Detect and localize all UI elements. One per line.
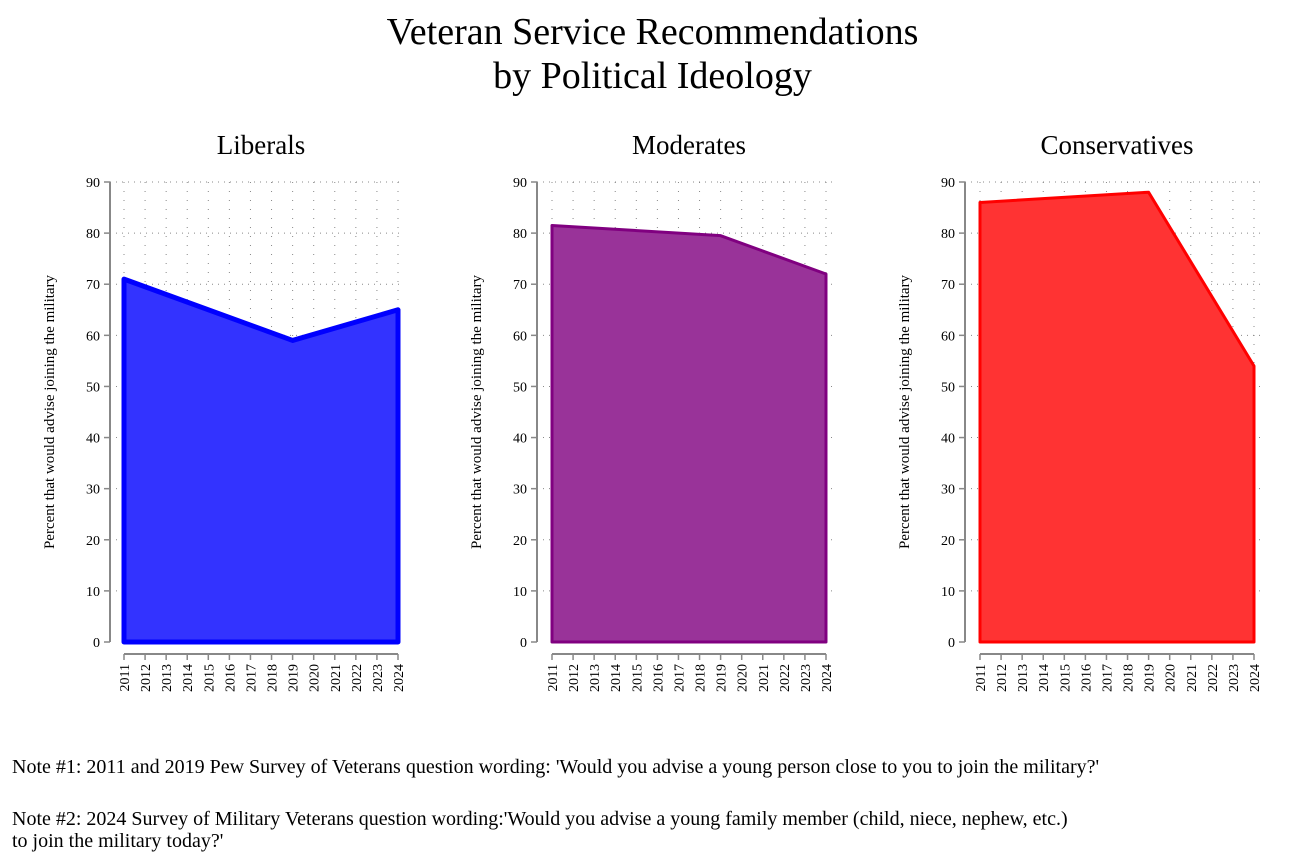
y-tick-label: 20 (513, 534, 527, 549)
panel-title: Liberals (217, 130, 305, 160)
y-tick-label: 10 (86, 585, 100, 600)
x-tick-label: 2018 (694, 664, 709, 692)
x-tick-label: 2011 (118, 664, 133, 691)
y-tick-label: 60 (941, 329, 955, 344)
x-tick-label: 2022 (350, 664, 365, 692)
x-tick-label: 2021 (1185, 664, 1200, 692)
y-tick-label: 70 (86, 278, 100, 293)
x-tick-label: 2020 (1164, 664, 1179, 692)
panel-conservatives: Conservatives 0 10 20 30 40 50 60 70 80 90 2011 2012… (897, 130, 1263, 692)
y-tick-label: 60 (86, 329, 100, 344)
y-tick-label: 0 (520, 636, 527, 651)
panel-moderates: Moderates 0 10 20 30 40 50 60 70 80 90 2011 2012 2013… (469, 130, 835, 692)
y-tick-label: 40 (941, 432, 955, 447)
x-tick-label: 2018 (266, 664, 281, 692)
x-tick-label: 2016 (651, 664, 666, 692)
x-tick-label: 2019 (715, 664, 730, 692)
y-tick-label: 10 (513, 585, 527, 600)
note-1: Note #1: 2011 and 2019 Pew Survey of Vet… (12, 756, 1100, 778)
x-tick-label: 2021 (757, 664, 772, 692)
x-tick-label: 2019 (1143, 664, 1158, 692)
x-tick-label: 2023 (799, 664, 814, 692)
y-tick-label: 50 (941, 380, 955, 395)
y-tick-label: 70 (941, 278, 955, 293)
x-tick-label: 2013 (588, 664, 603, 692)
x-tick-label: 2023 (371, 664, 386, 692)
x-tick-label: 2023 (1227, 664, 1242, 692)
y-tick-label: 90 (941, 176, 955, 191)
title-line-2: by Political Ideology (493, 55, 812, 97)
y-tick-label: 80 (513, 227, 527, 242)
x-tick-label: 2013 (160, 664, 175, 692)
x-tick-label: 2012 (995, 664, 1010, 692)
x-tick-label: 2021 (329, 664, 344, 692)
panel-title: Conservatives (1041, 130, 1194, 160)
x-tick-label: 2015 (1058, 664, 1073, 692)
x-tick-label: 2019 (287, 664, 302, 692)
x-tick-label: 2018 (1122, 664, 1137, 692)
y-tick-label: 10 (941, 585, 955, 600)
area-series (550, 223, 828, 644)
y-tick-label: 50 (86, 380, 100, 395)
y-axis-label: Percent that would advise joining the mi… (42, 274, 58, 549)
chart-title: Veteran Service Recommendations by Polit… (0, 10, 1305, 98)
title-line-1: Veteran Service Recommendations (386, 11, 919, 53)
y-tick-label: 50 (513, 380, 527, 395)
note-2b: to join the military today?' (12, 830, 224, 852)
x-tick-label: 2015 (630, 664, 645, 692)
y-tick-label: 40 (86, 432, 100, 447)
y-tick-label: 0 (948, 636, 955, 651)
x-tick-label: 2024 (1248, 664, 1263, 692)
panel-liberals: Liberals 0 10 20 30 40 50 60 70 80 90 2011 2012 2013 2… (42, 130, 407, 692)
area-series (121, 276, 401, 645)
y-axis-label: Percent that would advise joining the mi… (897, 274, 913, 549)
y-axis-label: Percent that would advise joining the mi… (469, 274, 485, 549)
y-tick-label: 40 (513, 432, 527, 447)
x-tick-label: 2024 (392, 664, 407, 692)
y-tick-label: 30 (86, 483, 100, 498)
x-tick-label: 2015 (202, 664, 217, 692)
y-tick-label: 80 (941, 227, 955, 242)
x-tick-label: 2017 (1100, 664, 1115, 692)
y-tick-label: 70 (513, 278, 527, 293)
x-tick-label: 2011 (974, 664, 989, 691)
x-tick-label: 2016 (223, 664, 238, 692)
y-tick-label: 90 (86, 176, 100, 191)
area-series (978, 190, 1256, 644)
panel-title: Moderates (632, 130, 746, 160)
x-tick-label: 2012 (139, 664, 154, 692)
x-tick-label: 2014 (181, 664, 196, 692)
x-tick-label: 2014 (609, 664, 624, 692)
y-tick-label: 20 (941, 534, 955, 549)
y-tick-label: 30 (941, 483, 955, 498)
x-tick-label: 2012 (567, 664, 582, 692)
x-tick-label: 2016 (1079, 664, 1094, 692)
x-tick-label: 2020 (736, 664, 751, 692)
note-2a: Note #2: 2024 Survey of Military Veteran… (12, 808, 1068, 830)
x-tick-label: 2022 (1206, 664, 1221, 692)
x-tick-label: 2020 (308, 664, 323, 692)
y-tick-label: 90 (513, 176, 527, 191)
x-tick-label: 2011 (546, 664, 561, 691)
y-tick-label: 30 (513, 483, 527, 498)
x-tick-label: 2022 (778, 664, 793, 692)
y-tick-label: 60 (513, 329, 527, 344)
x-tick-label: 2017 (672, 664, 687, 692)
x-tick-label: 2014 (1037, 664, 1052, 692)
y-tick-label: 0 (93, 636, 100, 651)
x-tick-label: 2024 (820, 664, 835, 692)
x-tick-label: 2013 (1016, 664, 1031, 692)
x-tick-label: 2017 (244, 664, 259, 692)
y-tick-label: 80 (86, 227, 100, 242)
y-tick-label: 20 (86, 534, 100, 549)
